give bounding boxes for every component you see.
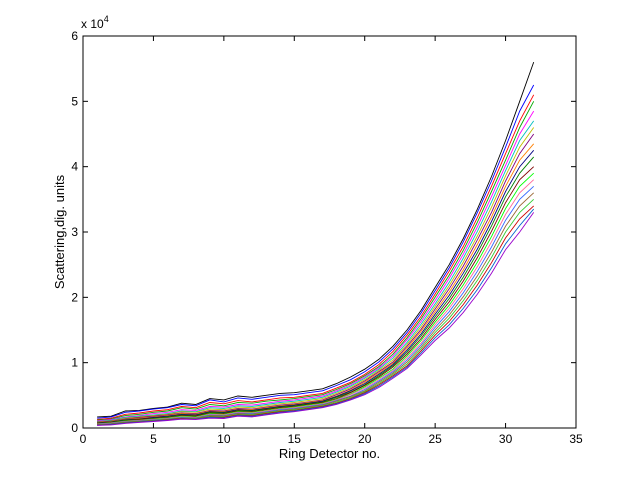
series-line-10 [97,150,535,424]
x-axis: 0 5 10 15 20 25 30 35 [80,36,583,446]
series-line-1 [97,61,535,418]
series-line-20 [97,212,535,426]
series-line-13 [97,172,535,425]
x-tick-label: 30 [499,432,513,446]
series-line-11 [97,156,535,424]
y-tick-label: 0 [71,421,78,435]
x-tick-label: 25 [428,432,442,446]
x-tick-label: 20 [358,432,372,446]
x-tick-label: 10 [217,432,231,446]
series-line-9 [97,143,535,423]
x-axis-label: Ring Detector no. [279,446,380,461]
y-tick-label: 4 [71,160,78,174]
series-line-4 [97,101,535,421]
y-tick-label: 1 [71,356,78,370]
y-tick-label: 3 [71,225,78,239]
x-tick-label: 35 [569,432,583,446]
series-line-3 [97,94,535,420]
y-tick-label: 5 [71,94,78,108]
series-line-7 [97,127,535,423]
x-tick-label: 0 [80,432,87,446]
series-line-5 [97,110,535,422]
y-tick-label: 2 [71,290,78,304]
x-tick-label: 15 [288,432,302,446]
x-tick-label: 5 [150,432,157,446]
series-line-2 [97,84,535,419]
y-multiplier-exponent: 4 [104,14,109,24]
series-line-8 [97,133,535,423]
y-axis-label: Scattering,dig. units [52,174,67,289]
series-line-6 [97,120,535,422]
series-layer [97,61,535,426]
y-tick-label: 6 [71,29,78,43]
y-multiplier-label: x 104 [81,14,109,31]
y-axis: 0 1 2 3 4 5 6 [71,29,576,435]
